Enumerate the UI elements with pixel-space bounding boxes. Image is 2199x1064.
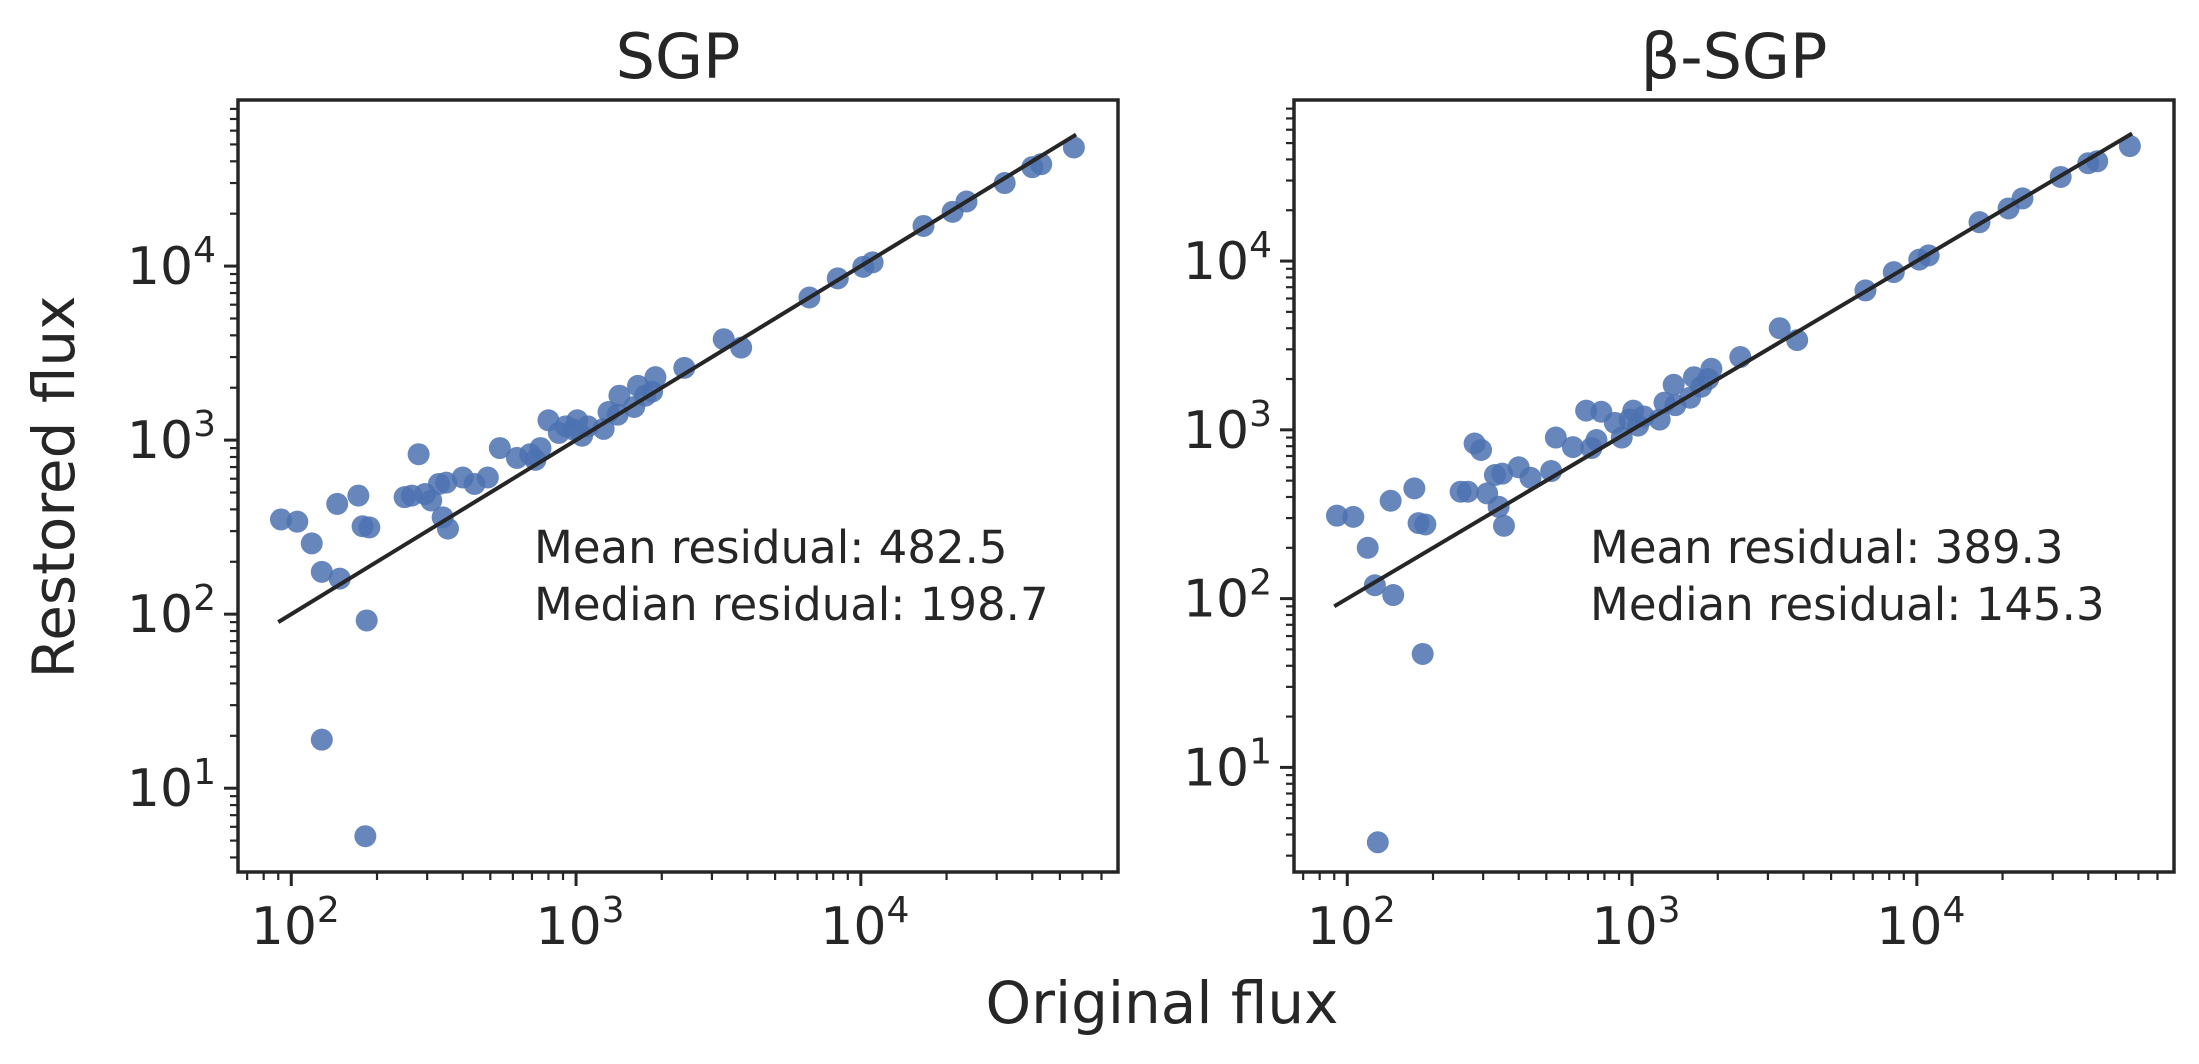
data-point [358, 516, 381, 539]
data-point [1544, 426, 1567, 449]
x-tick-label: 103 [1592, 890, 1681, 957]
data-point [2118, 135, 2141, 158]
data-point [420, 489, 443, 512]
mean-residual-label: Mean residual: 389.3 [1590, 521, 2064, 574]
data-point [1403, 477, 1426, 500]
data-point [1768, 317, 1791, 340]
data-point [1062, 136, 1085, 159]
x-tick-label: 102 [1307, 890, 1396, 957]
data-point [1561, 436, 1584, 459]
median-residual-label: Median residual: 198.7 [534, 578, 1049, 631]
identity-line [277, 132, 1078, 624]
data-point [1648, 408, 1671, 431]
x-tick-label: 104 [820, 890, 909, 957]
data-point [644, 366, 667, 389]
x-tick-label: 102 [251, 890, 340, 957]
data-point [1325, 504, 1348, 527]
y-tick-label: 101 [127, 752, 216, 819]
data-point [286, 510, 309, 533]
data-point [269, 508, 292, 531]
data-point [407, 443, 430, 466]
data-point [310, 728, 333, 751]
y-tick-label: 104 [1183, 225, 1272, 292]
data-point [476, 466, 499, 489]
y-tick-label: 102 [1183, 563, 1272, 630]
data-point [1492, 514, 1515, 537]
y-tick-label: 101 [1183, 731, 1272, 798]
x-axis-label: Original flux [985, 969, 1338, 1037]
plot-frame [236, 98, 1120, 874]
median-residual-label: Median residual: 145.3 [1590, 578, 2105, 631]
data-point [1414, 513, 1437, 536]
y-tick-label: 104 [127, 230, 216, 297]
x-tick-label: 103 [536, 890, 625, 957]
data-point [673, 356, 696, 379]
data-point [435, 471, 458, 494]
data-point [1519, 466, 1542, 489]
data-point [1470, 438, 1493, 461]
chart-panel-1: SGP 102 103 104 101 102 103 104 Mean residual: 4… [127, 20, 1120, 957]
data-point [1411, 642, 1434, 665]
y-axis-label: Restored flux [20, 296, 88, 679]
plot-frame [1292, 98, 2176, 874]
data-point [1356, 536, 1379, 559]
data-point [300, 532, 323, 555]
data-point [1662, 373, 1685, 396]
data-point [1456, 480, 1479, 503]
data-point [328, 567, 351, 590]
data-point [1382, 584, 1405, 607]
data-point [592, 417, 615, 440]
data-point [488, 437, 511, 460]
x-tick-label: 104 [1876, 890, 1965, 957]
identity-line [1333, 131, 2134, 609]
data-point [1366, 831, 1389, 854]
chart-panel-2: β-SGP 102 103 104 101 102 103 104 Mean residual:… [1183, 20, 2176, 957]
data-point [1342, 505, 1365, 528]
y-tick-label: 103 [1183, 394, 1272, 461]
data-point [354, 825, 377, 848]
mean-residual-label: Mean residual: 482.5 [534, 521, 1008, 574]
data-point [1700, 357, 1723, 380]
y-tick-label: 102 [127, 578, 216, 645]
data-point [1491, 462, 1514, 485]
chart-title: SGP [616, 20, 741, 93]
data-point [355, 609, 378, 632]
data-point [310, 560, 333, 583]
data-point [347, 484, 370, 507]
chart-title: β-SGP [1641, 20, 1828, 93]
data-point [529, 437, 552, 460]
data-point [993, 172, 1016, 195]
data-point [1379, 489, 1402, 512]
data-point [326, 492, 349, 515]
y-tick-label: 103 [127, 404, 216, 471]
